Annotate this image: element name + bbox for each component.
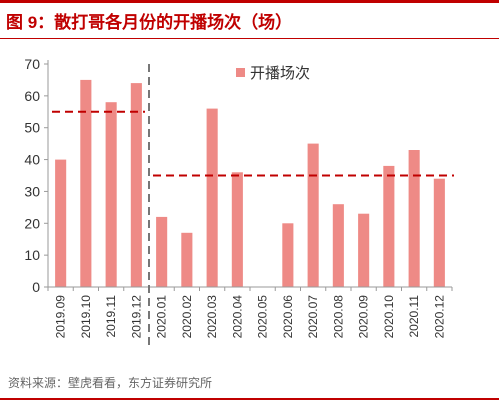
y-tick-label: 0 [32,279,40,295]
x-tick-label: 2020.02 [180,295,194,339]
title-rule [0,38,499,39]
y-tick-label: 70 [24,56,40,72]
bar-2020.03 [206,108,218,287]
x-tick-label: 2020.01 [155,295,169,339]
y-tick-label: 30 [24,183,40,199]
bar-2020.11 [408,150,420,287]
x-tick-label: 2019.10 [79,295,93,339]
bottom-rule [0,398,499,400]
legend-swatch [236,68,245,77]
bar-2020.08 [332,204,344,287]
top-rule [0,0,499,3]
y-tick-label: 60 [24,88,40,104]
bar-2019.12 [130,83,142,287]
chart-title: 图 9：散打哥各月份的开播场次（场） [6,13,293,32]
y-tick-label: 40 [24,152,40,168]
bar-2019.10 [80,79,92,288]
x-tick-label: 2020.10 [382,295,396,339]
y-tick-label: 20 [24,215,40,231]
x-tick-label: 2020.05 [256,295,270,339]
x-tick-label: 2019.09 [54,295,68,339]
y-tick-label: 50 [24,120,40,136]
bar-chart: 0 10 20 30 40 50 60 70 2019.09 2019.10 2019.11 2019… [24,56,454,347]
y-tick-label: 10 [24,247,40,263]
bar-2020.07 [307,143,319,287]
bar-2020.12 [433,178,445,287]
bar-2020.09 [358,213,370,287]
legend-label: 开播场次 [250,65,310,82]
bar-2019.11 [105,102,117,287]
bar-2020.10 [383,165,395,287]
x-tick-label: 2020.03 [205,295,219,339]
x-tick-label: 2020.12 [432,295,446,339]
x-tick-label: 2020.06 [281,295,295,339]
bar-2020.02 [181,232,193,287]
bar-2019.09 [55,159,67,287]
x-tick-label: 2020.08 [331,295,345,339]
bar-2020.06 [282,223,294,287]
x-tick-label: 2020.11 [407,295,421,338]
x-tick-label: 2019.12 [129,295,143,339]
x-tick-label: 2019.11 [104,295,118,338]
x-tick-label: 2020.07 [306,295,320,339]
bar-2020.01 [156,216,168,287]
x-tick-label: 2020.09 [357,295,371,339]
bar-2020.04 [231,172,243,287]
x-tick-label: 2020.04 [230,295,244,339]
source-note: 资料来源：壁虎看看，东方证券研究所 [8,376,213,390]
